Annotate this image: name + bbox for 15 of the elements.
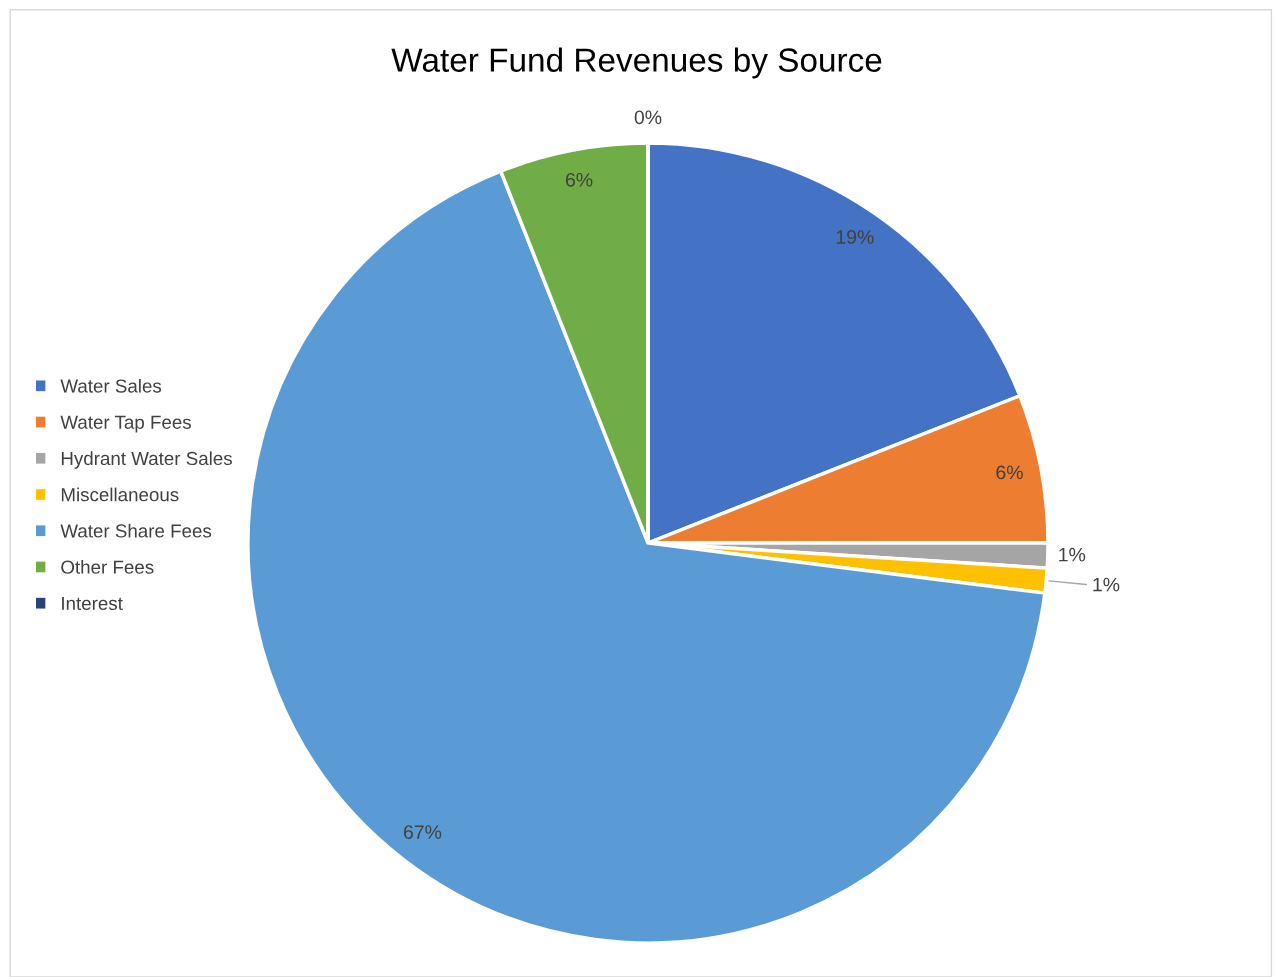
legend-label: Water Share Fees (60, 523, 212, 538)
text: 0% (634, 110, 662, 125)
legend-label: Miscellaneous (61, 487, 179, 502)
data-label: 1% (1093, 577, 1120, 592)
data-label: 6% (565, 172, 593, 187)
legend-label: Water Sales (60, 378, 162, 393)
legend-label: Hydrant Water Sales (61, 451, 232, 469)
legend-label: Water Tap Fees (60, 415, 191, 433)
legend-label: Interest (62, 596, 123, 611)
chart-title: Water Fund Revenues by Source (391, 47, 882, 79)
data-label: 6% (996, 465, 1023, 480)
data-label: 67% (403, 825, 442, 839)
data-label: 19% (836, 230, 874, 244)
legend-label: Other Fees (61, 560, 154, 574)
data-label: 1% (1059, 547, 1086, 562)
